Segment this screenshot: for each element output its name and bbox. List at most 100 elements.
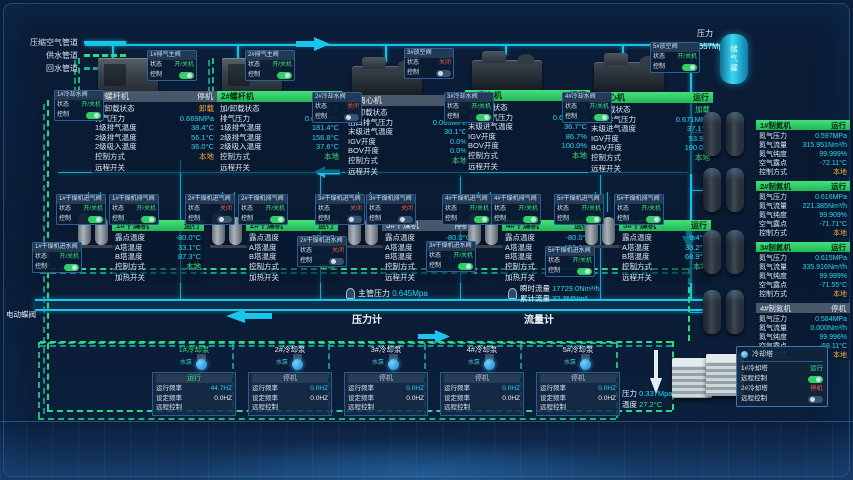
panel-row: 控制方式 本地 bbox=[348, 156, 467, 166]
cooling-toggle-1[interactable] bbox=[808, 375, 823, 383]
dryer-switch[interactable]: 加热开关 bbox=[112, 273, 204, 283]
pump-status: 停机 bbox=[444, 374, 520, 383]
row-value: 53.9% bbox=[688, 133, 710, 143]
bottom-glow-band bbox=[0, 421, 853, 480]
valve-state-row: 状态 开/关机 bbox=[427, 251, 475, 261]
valve-toggle[interactable] bbox=[86, 111, 101, 119]
row-label: 1级排气温度 bbox=[220, 123, 262, 132]
row-value: 卸载 bbox=[199, 104, 214, 113]
pump-icon bbox=[291, 354, 304, 370]
valve-toggle[interactable] bbox=[344, 113, 359, 121]
remote-switch[interactable]: 远程开关 bbox=[217, 163, 342, 173]
pump-name: 3#冷却泵 bbox=[370, 345, 402, 354]
machine-name: 1#干燥机 bbox=[116, 221, 149, 230]
valve-state-value: 开/关机 bbox=[518, 206, 538, 212]
valve-toggle[interactable] bbox=[277, 71, 292, 79]
cooling-toggle-2[interactable] bbox=[808, 395, 823, 403]
panel-row: 排气压力 0.669MPa bbox=[95, 114, 214, 124]
panel-row: 设定频率 0.0HZ bbox=[540, 394, 616, 404]
row-label: A塔温度 bbox=[115, 242, 143, 252]
pump-remote-control[interactable]: 远程控制 bbox=[252, 403, 328, 413]
row-label: IGV开度 bbox=[468, 131, 496, 141]
panel-row: IGV开度 0.0% bbox=[348, 137, 467, 147]
valve-title: 1#冷却水阀 bbox=[55, 91, 103, 100]
valve-toggle[interactable] bbox=[179, 71, 194, 79]
valve-toggle[interactable] bbox=[217, 215, 232, 223]
machine-status: 运行 bbox=[184, 221, 200, 230]
panel-row: 氮气流量 335.916Nm³/h bbox=[759, 263, 847, 272]
remote-switch[interactable]: 远程开关 bbox=[92, 163, 217, 173]
valve-toggle[interactable] bbox=[436, 69, 451, 77]
valve-toggle[interactable] bbox=[476, 113, 491, 121]
pump-remote-control[interactable]: 远程控制 bbox=[156, 403, 232, 413]
dryer-switch[interactable]: 远程开关 bbox=[619, 273, 711, 283]
remote-switch[interactable]: 远程开关 bbox=[345, 167, 470, 177]
machine-name: 4#干燥机 bbox=[506, 221, 539, 230]
row-label: B塔温度 bbox=[385, 252, 413, 261]
pump-remote-control[interactable]: 远程控制 bbox=[348, 403, 424, 413]
valve-box: 3#干燥机进水阀 状态 开/关机 控制 bbox=[426, 241, 476, 272]
row-label: 空气露点 bbox=[759, 160, 787, 167]
remote-switch[interactable]: 远程开关 bbox=[465, 162, 590, 172]
panel-row: 运行频率 0.0HZ bbox=[252, 384, 328, 394]
valve-state-row: 状态 开/关机 bbox=[651, 52, 699, 62]
valve-toggle[interactable] bbox=[398, 215, 413, 223]
row-value: 33.1°C bbox=[177, 242, 201, 252]
pump-panel: 停机 运行频率 0.0HZ 设定频率 0.0HZ 远程控制 bbox=[536, 372, 620, 416]
pipe-drop bbox=[112, 44, 114, 58]
row-value: 38.4°C bbox=[190, 123, 214, 132]
pump-remote-control[interactable]: 远程控制 bbox=[540, 403, 616, 413]
panel-row: 2级吸入温度 36.0°C bbox=[95, 142, 214, 152]
pump-group: 5#冷却泵 水泵 停机 运行频率 0.0HZ 设定频率 0.0HZ 远程控制 bbox=[532, 344, 624, 416]
valve-toggle[interactable] bbox=[682, 63, 697, 71]
valve-toggle[interactable] bbox=[64, 263, 79, 271]
valve-toggle[interactable] bbox=[88, 215, 103, 223]
valve-state-row: 状态 关闭 bbox=[186, 204, 234, 214]
valve-toggle[interactable] bbox=[458, 262, 473, 270]
valve-ctrl-label: 控制 bbox=[565, 114, 578, 120]
inst-flow-label: 瞬时流量 bbox=[520, 284, 550, 293]
row-label: 露点温度 bbox=[115, 233, 145, 242]
panel-row: 末级进气温度 30.1°C bbox=[348, 127, 467, 137]
valve-state-row: 状态 开/关机 bbox=[55, 100, 103, 110]
dryer-switch[interactable]: 加热开关 bbox=[502, 273, 594, 283]
remote-switch[interactable]: 远程开关 bbox=[588, 164, 713, 174]
pump-remote-control[interactable]: 远程控制 bbox=[444, 403, 520, 413]
valve-toggle[interactable] bbox=[474, 215, 489, 223]
valve-title: 3#干燥机进气阀 bbox=[316, 195, 364, 204]
valve-toggle[interactable] bbox=[594, 113, 609, 121]
row-value: -80.0°C bbox=[565, 233, 591, 242]
row-label: 设定频率 bbox=[348, 394, 374, 402]
flow-arrow-right-icon bbox=[296, 37, 330, 51]
panel-row: 2级排气温度 56.1°C bbox=[95, 133, 214, 143]
row-label: 末级进气温度 bbox=[468, 122, 513, 131]
valve-title: 3#干燥机排气阀 bbox=[367, 195, 415, 204]
valve-toggle[interactable] bbox=[586, 215, 601, 223]
row-value: 56.1°C bbox=[190, 132, 214, 142]
pump-icon bbox=[579, 354, 592, 370]
row-label: A塔温度 bbox=[505, 242, 533, 252]
panel-row: 氮气纯度 99.999% bbox=[759, 272, 847, 281]
screw-1-panel: 1#螺杆机 停机 加/卸载状态 卸载 排气压力 0.669MPa 1级排气温度 … bbox=[92, 91, 217, 173]
valve-toggle[interactable] bbox=[523, 215, 538, 223]
nitrogen-title: 1#制氮机 运行 bbox=[756, 120, 850, 130]
valve-ctrl-row: 控制 bbox=[57, 214, 105, 224]
pump-panel: 运行 运行频率 44.7HZ 设定频率 0.0HZ 远程控制 bbox=[152, 372, 236, 416]
row-label: 控制方式 bbox=[505, 261, 535, 271]
panel-row: 控制方式 本地 bbox=[95, 152, 214, 162]
valve-toggle[interactable] bbox=[141, 215, 156, 223]
dryer-switch[interactable]: 加热开关 bbox=[246, 273, 338, 283]
valve-toggle[interactable] bbox=[270, 215, 285, 223]
valve-toggle[interactable] bbox=[646, 215, 661, 223]
valve-toggle[interactable] bbox=[329, 257, 344, 265]
cooling-tower-image bbox=[672, 352, 744, 398]
legend-item: 压缩空气管道 bbox=[16, 36, 126, 49]
row-value: 0.615MPa bbox=[815, 255, 847, 262]
row-label: 控制方式 bbox=[115, 261, 145, 271]
row-value: 0.0HZ bbox=[310, 394, 328, 402]
pump-icon-row: 水泵 bbox=[244, 354, 336, 372]
dryer-switch[interactable]: 远程开关 bbox=[382, 273, 474, 283]
row-label: 1#冷却塔 bbox=[741, 365, 768, 372]
valve-toggle[interactable] bbox=[577, 267, 592, 275]
valve-toggle[interactable] bbox=[347, 215, 362, 223]
